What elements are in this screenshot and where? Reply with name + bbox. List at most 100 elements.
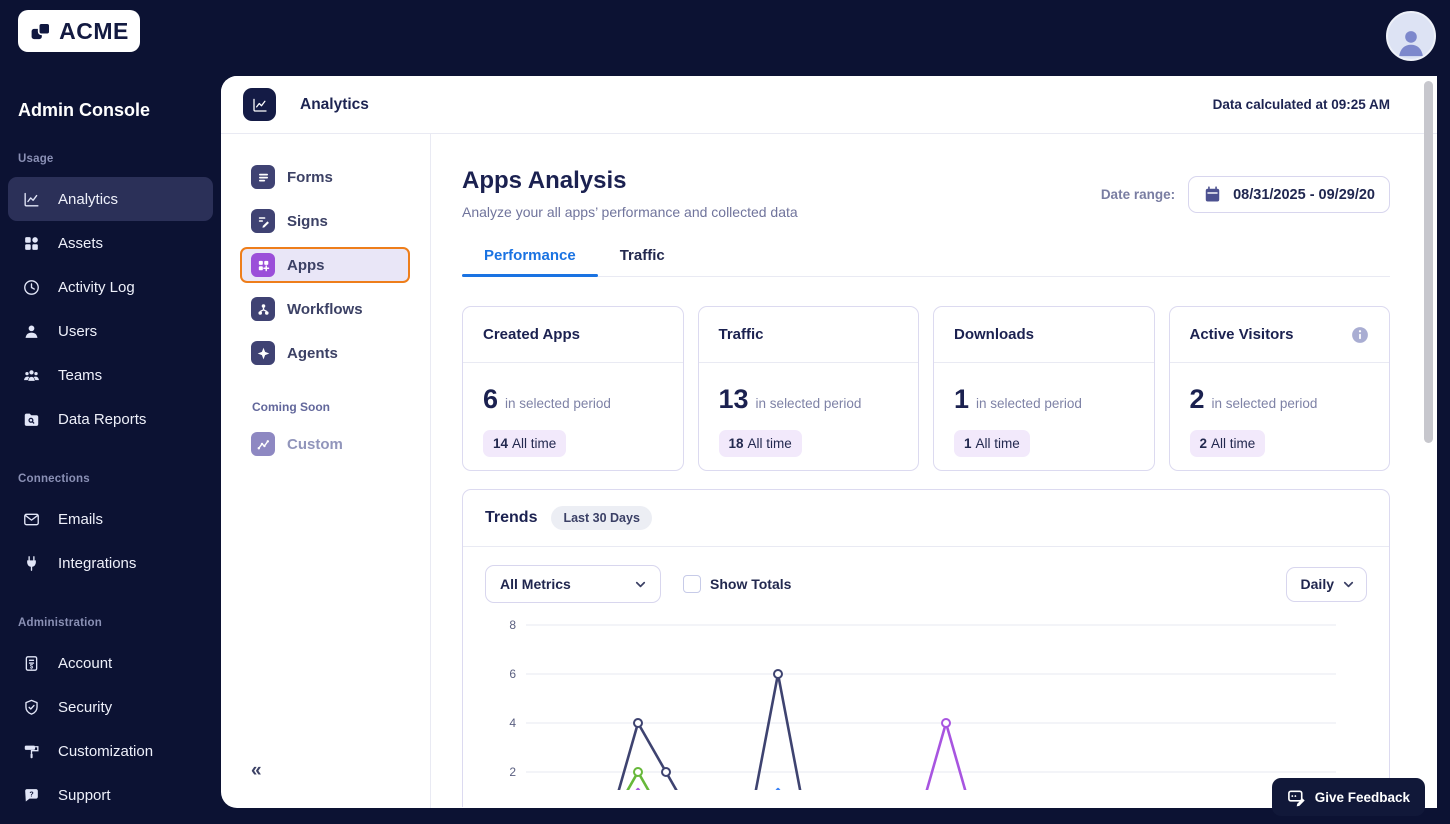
tabs: Performance Traffic <box>462 247 1390 277</box>
interval-select[interactable]: Daily <box>1285 566 1367 602</box>
sidebar-item-data-reports[interactable]: Data Reports <box>8 397 213 441</box>
sidebar-item-account[interactable]: $ Account <box>8 641 213 685</box>
sidebar-item-analytics[interactable]: Analytics <box>8 177 213 221</box>
subnav-item-signs[interactable]: Signs <box>240 203 410 239</box>
info-icon[interactable] <box>1351 326 1369 344</box>
emails-icon <box>21 509 41 529</box>
subnav-item-custom[interactable]: Custom <box>240 426 410 462</box>
metric-select[interactable]: All Metrics <box>485 565 661 603</box>
scrollbar-thumb[interactable] <box>1424 81 1433 443</box>
stat-value: 1 <box>954 384 970 414</box>
alltime-badge: 1 All time <box>954 430 1030 457</box>
subnav-item-label: Custom <box>287 435 343 453</box>
sidebar-item-teams[interactable]: Teams <box>8 353 213 397</box>
chevron-down-icon <box>633 577 648 592</box>
subnav-item-label: Workflows <box>287 300 363 318</box>
stat-value: 6 <box>483 384 499 414</box>
support-icon: ? <box>21 785 41 805</box>
svg-text:?: ? <box>29 790 33 798</box>
stat-cards: Created Apps 6 in selected period 14 All tim… <box>462 306 1390 471</box>
stat-card-title: Created Apps <box>483 326 580 343</box>
svg-text:8: 8 <box>509 618 516 632</box>
date-range-value: 08/31/2025 - 09/29/20 <box>1233 186 1375 203</box>
sidebar-item-activity-log[interactable]: Activity Log <box>8 265 213 309</box>
integrations-icon <box>21 553 41 573</box>
sidebar-item-label: Security <box>58 698 113 716</box>
subnav-item-label: Forms <box>287 168 333 186</box>
account-icon: $ <box>21 653 41 673</box>
trends-panel: Trends Last 30 Days All Metrics Show Tot… <box>462 489 1390 807</box>
feedback-icon <box>1287 788 1306 807</box>
series-point <box>773 669 783 679</box>
subnav-item-workflows[interactable]: Workflows <box>240 291 410 327</box>
show-totals-checkbox[interactable] <box>683 575 701 593</box>
stat-card-traffic: Traffic 13 in selected period 18 All time <box>697 306 919 471</box>
stat-card-downloads: Downloads 1 in selected period 1 All time <box>933 306 1155 471</box>
sidebar-item-label: Users <box>58 322 98 340</box>
stat-card-header: Downloads <box>934 307 1154 363</box>
stat-card-created-apps: Created Apps 6 in selected period 14 All tim… <box>462 306 684 471</box>
svg-text:6: 6 <box>509 667 516 681</box>
alltime-badge: 14 All time <box>483 430 567 457</box>
data-reports-icon <box>21 409 41 429</box>
person-icon <box>1394 25 1428 59</box>
users-icon <box>21 321 41 341</box>
apps-icon <box>251 253 275 277</box>
trends-controls: All Metrics Show Totals Daily <box>463 547 1389 603</box>
date-range-picker[interactable]: 08/31/2025 - 09/29/20 <box>1188 176 1390 213</box>
series-point <box>661 767 671 777</box>
tab-performance[interactable]: Performance <box>462 247 598 277</box>
collapse-sidebar-button[interactable]: « <box>251 760 262 781</box>
show-totals-toggle[interactable]: Show Totals <box>683 575 791 593</box>
agents-icon <box>251 341 275 365</box>
stat-card-body: 2 in selected period 2 All time <box>1170 363 1390 457</box>
subnav-item-agents[interactable]: Agents <box>240 335 410 371</box>
sidebar-item-label: Teams <box>58 366 103 384</box>
section-label-connections: Connections <box>18 473 90 485</box>
activity-log-icon <box>21 277 41 297</box>
sidebar-item-integrations[interactable]: Integrations <box>8 541 213 585</box>
sidebar-item-label: Activity Log <box>58 278 135 296</box>
data-calculated-status: Data calculated at 09:25 AM <box>1212 97 1390 112</box>
stat-card-active-visitors: Active Visitors 2 in selected period 2 All t… <box>1168 306 1390 471</box>
acme-logo[interactable]: ACME <box>18 10 140 52</box>
subnav-item-label: Signs <box>287 212 328 230</box>
svg-text:2: 2 <box>509 765 516 779</box>
svg-text:4: 4 <box>509 716 516 730</box>
subnav-item-forms[interactable]: Forms <box>240 159 410 195</box>
date-range-label: Date range: <box>1100 187 1176 202</box>
sidebar-item-customization[interactable]: Customization <box>8 729 213 773</box>
alltime-badge: 18 All time <box>718 430 802 457</box>
sidebar-item-label: Integrations <box>58 554 137 572</box>
assets-icon <box>21 233 41 253</box>
custom-icon <box>251 432 275 456</box>
panel-title: Analytics <box>300 95 369 113</box>
show-totals-label: Show Totals <box>710 576 792 592</box>
sidebar-item-assets[interactable]: Assets <box>8 221 213 265</box>
content-area: Apps Analysis Analyze your all apps’ per… <box>462 133 1390 807</box>
series-point <box>633 718 643 728</box>
subnav-item-apps[interactable]: Apps <box>240 247 410 283</box>
sidebar-item-support[interactable]: ? Support <box>8 773 213 817</box>
sidebar-item-users[interactable]: Users <box>8 309 213 353</box>
sidebar-item-security[interactable]: Security <box>8 685 213 729</box>
stat-card-title: Active Visitors <box>1189 326 1294 343</box>
series-point <box>633 767 643 777</box>
topbar: ACME <box>0 0 1450 76</box>
tab-traffic[interactable]: Traffic <box>619 247 665 264</box>
primary-sidebar: Admin Console Usage Analytics Assets Activi… <box>0 76 221 824</box>
stat-value: 13 <box>718 384 749 414</box>
stat-card-body: 6 in selected period 14 All time <box>463 363 683 457</box>
give-feedback-button[interactable]: Give Feedback <box>1271 778 1425 816</box>
svg-text:$: $ <box>29 664 33 670</box>
acme-logo-icon <box>29 19 54 44</box>
user-avatar[interactable] <box>1386 11 1436 61</box>
section-label-administration: Administration <box>18 617 102 629</box>
analytics-icon <box>243 88 276 121</box>
sidebar-item-emails[interactable]: Emails <box>8 497 213 541</box>
series-line-downloads <box>775 787 781 790</box>
teams-icon <box>21 365 41 385</box>
stat-card-title: Traffic <box>718 326 764 343</box>
acme-logo-text: ACME <box>59 17 129 44</box>
forms-icon <box>251 165 275 189</box>
